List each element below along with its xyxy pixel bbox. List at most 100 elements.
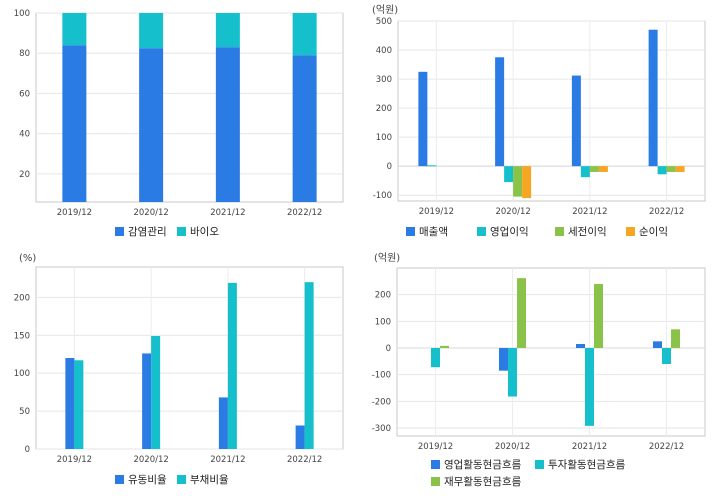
- x-tick-label: 2021/12: [572, 442, 607, 452]
- bar: [215, 13, 240, 48]
- legend-label: 투자활동현금흐름: [548, 458, 626, 471]
- x-tick-label: 2021/12: [210, 455, 245, 465]
- legend-label: 유동비율: [128, 474, 167, 486]
- bar: [580, 166, 590, 178]
- x-tick-label: 2019/12: [418, 442, 453, 452]
- y-tick-label: -200: [372, 397, 391, 407]
- legend-label: 재무활동현금흐름: [444, 475, 522, 488]
- legend-swatch: [626, 227, 635, 236]
- chart-1: 20 40 60 80 100 2019/12 2020/12 2021/12 2022/12 감…: [14, 9, 344, 238]
- bar: [653, 341, 662, 348]
- legend-swatch: [115, 227, 124, 236]
- y-tick-label: 40: [19, 130, 30, 140]
- y-tick-label: 400: [376, 46, 392, 56]
- bar: [648, 29, 658, 167]
- bar: [142, 353, 152, 449]
- y-tick-label: 500: [376, 17, 392, 27]
- bar: [65, 358, 75, 449]
- bar: [295, 425, 305, 449]
- unit-label: (억원): [372, 4, 398, 16]
- y-tick-label: 0: [387, 162, 392, 172]
- legend-label: 영업활동현금흐름: [444, 458, 522, 471]
- bar: [585, 348, 594, 426]
- bar: [440, 345, 449, 348]
- bar: [594, 284, 603, 348]
- x-tick-label: 2020/12: [133, 455, 168, 465]
- unit-label: (억원): [374, 252, 400, 264]
- legend-label: 매출액: [419, 226, 448, 238]
- y-tick-label: 20: [19, 170, 30, 180]
- legend-swatch: [555, 227, 564, 236]
- y-tick-label: -300: [372, 424, 391, 434]
- y-tick-label: 200: [14, 293, 30, 303]
- legend-label: 감염관리: [128, 226, 167, 238]
- plot-area: [396, 267, 706, 437]
- bar: [427, 165, 437, 167]
- y-tick-label: 300: [376, 75, 392, 85]
- bar: [139, 48, 164, 202]
- bar: [504, 166, 514, 183]
- plot-area: [35, 12, 344, 203]
- legend-swatch: [477, 227, 486, 236]
- bar: [431, 348, 440, 368]
- legend-swatch: [535, 460, 544, 469]
- x-tick-label: 2021/12: [572, 207, 607, 217]
- y-tick-label: 100: [376, 133, 392, 143]
- bar: [418, 71, 428, 167]
- bar: [218, 397, 228, 449]
- unit-label: (%): [19, 253, 36, 264]
- bar: [62, 13, 87, 46]
- bar: [62, 45, 87, 202]
- bar: [151, 336, 161, 449]
- legend-label: 영업이익: [490, 225, 529, 238]
- legend-swatch: [177, 227, 186, 236]
- y-tick-label: -100: [372, 371, 391, 381]
- chart-3: 0 50 100 150 200 2019/12 2020/12 2021/12 2022/12…: [14, 253, 344, 486]
- x-tick-label: 2022/12: [287, 208, 322, 218]
- bar: [227, 282, 237, 449]
- bar: [571, 75, 581, 167]
- x-tick-label: 2020/12: [495, 442, 530, 452]
- bar: [74, 360, 84, 449]
- y-tick-label: 50: [19, 407, 30, 417]
- bar: [495, 57, 505, 167]
- bar: [671, 329, 680, 348]
- bar: [499, 348, 508, 371]
- x-tick-label: 2022/12: [649, 207, 684, 217]
- bar: [675, 166, 685, 172]
- y-tick-label: 100: [375, 317, 391, 327]
- y-tick-label: 200: [376, 104, 392, 114]
- y-tick-label: 200: [375, 291, 391, 301]
- bar: [576, 344, 585, 348]
- x-tick-label: 2021/12: [210, 208, 245, 218]
- x-tick-label: 2020/12: [495, 207, 530, 217]
- x-tick-label: 2022/12: [287, 455, 322, 465]
- bar: [517, 278, 526, 348]
- bar: [662, 348, 671, 364]
- bar: [215, 47, 240, 203]
- bar: [508, 348, 517, 397]
- bar: [304, 282, 314, 449]
- legend-label: 바이오: [190, 226, 219, 238]
- bar: [292, 55, 317, 202]
- y-tick-label: 0: [386, 344, 391, 354]
- y-tick-label: 100: [14, 9, 30, 19]
- y-tick-label: 100: [14, 369, 30, 379]
- x-tick-label: 2019/12: [57, 208, 92, 218]
- x-tick-label: 2019/12: [419, 207, 454, 217]
- bar: [513, 166, 523, 197]
- bar: [657, 166, 667, 175]
- bar: [522, 166, 532, 199]
- legend-swatch: [115, 475, 124, 484]
- y-tick-label: 150: [14, 331, 30, 341]
- legend-swatch: [406, 227, 415, 236]
- bar: [139, 13, 164, 49]
- chart-4: -300 -200 -100 0 100 200 2019/12 2020/12 2021/12…: [372, 252, 706, 488]
- bar: [292, 13, 317, 56]
- y-tick-label: 80: [19, 49, 30, 59]
- y-tick-label: -100: [373, 191, 392, 201]
- x-tick-label: 2019/12: [57, 455, 92, 465]
- legend-swatch: [431, 460, 440, 469]
- legend-label: 세전이익: [568, 226, 607, 238]
